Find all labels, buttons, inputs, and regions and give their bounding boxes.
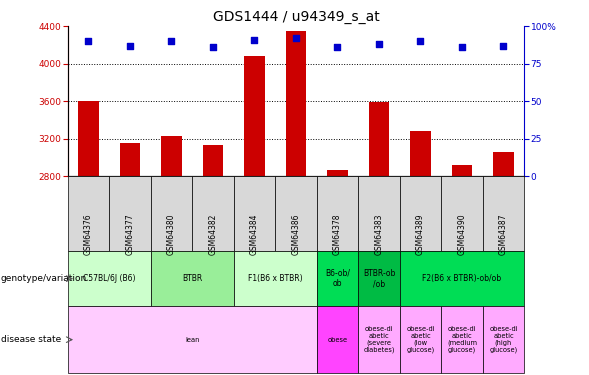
Point bbox=[292, 35, 301, 41]
Point bbox=[84, 38, 93, 44]
Text: F2(B6 x BTBR)-ob/ob: F2(B6 x BTBR)-ob/ob bbox=[422, 274, 501, 283]
Bar bbox=[78, 101, 99, 176]
Bar bbox=[244, 56, 265, 176]
Title: GDS1444 / u94349_s_at: GDS1444 / u94349_s_at bbox=[213, 10, 379, 24]
Text: GSM64387: GSM64387 bbox=[499, 214, 508, 255]
Bar bbox=[286, 31, 306, 176]
Point bbox=[250, 37, 259, 43]
Text: GSM64382: GSM64382 bbox=[209, 214, 217, 255]
Bar bbox=[452, 165, 472, 176]
Text: GSM64390: GSM64390 bbox=[458, 214, 466, 255]
Text: F1(B6 x BTBR): F1(B6 x BTBR) bbox=[248, 274, 303, 283]
Text: obese-di
abetic
(high
glucose): obese-di abetic (high glucose) bbox=[489, 326, 518, 353]
Text: genotype/variation: genotype/variation bbox=[1, 274, 87, 283]
Text: GSM64386: GSM64386 bbox=[292, 214, 300, 255]
Point bbox=[209, 44, 218, 50]
Point bbox=[125, 43, 135, 49]
Bar bbox=[327, 170, 348, 176]
Bar bbox=[203, 146, 223, 176]
Bar bbox=[410, 131, 431, 176]
Text: obese-di
abetic
(low
glucose): obese-di abetic (low glucose) bbox=[406, 326, 435, 353]
Text: C57BL/6J (B6): C57BL/6J (B6) bbox=[83, 274, 135, 283]
Text: GSM64378: GSM64378 bbox=[333, 214, 342, 255]
Point bbox=[167, 38, 176, 44]
Text: B6-ob/
ob: B6-ob/ ob bbox=[325, 269, 350, 288]
Text: disease state: disease state bbox=[1, 335, 61, 344]
Point bbox=[333, 44, 342, 50]
Point bbox=[374, 41, 383, 47]
Bar bbox=[493, 152, 514, 176]
Text: GSM64384: GSM64384 bbox=[250, 214, 259, 255]
Text: GSM64383: GSM64383 bbox=[375, 214, 383, 255]
Text: obese-di
abetic
(medium
glucose): obese-di abetic (medium glucose) bbox=[447, 326, 477, 353]
Bar bbox=[120, 144, 140, 176]
Text: BTBR: BTBR bbox=[182, 274, 203, 283]
Text: GSM64377: GSM64377 bbox=[125, 214, 134, 255]
Point bbox=[416, 38, 425, 44]
Bar bbox=[369, 102, 389, 176]
Text: lean: lean bbox=[185, 337, 200, 343]
Text: obese-di
abetic
(severe
diabetes): obese-di abetic (severe diabetes) bbox=[363, 326, 395, 353]
Text: BTBR-ob
/ob: BTBR-ob /ob bbox=[363, 269, 395, 288]
Text: GSM64376: GSM64376 bbox=[84, 214, 93, 255]
Text: GSM64389: GSM64389 bbox=[416, 214, 425, 255]
Text: GSM64380: GSM64380 bbox=[167, 214, 176, 255]
Point bbox=[457, 44, 466, 50]
Text: obese: obese bbox=[327, 337, 348, 343]
Point bbox=[499, 43, 508, 49]
Bar bbox=[161, 136, 182, 176]
